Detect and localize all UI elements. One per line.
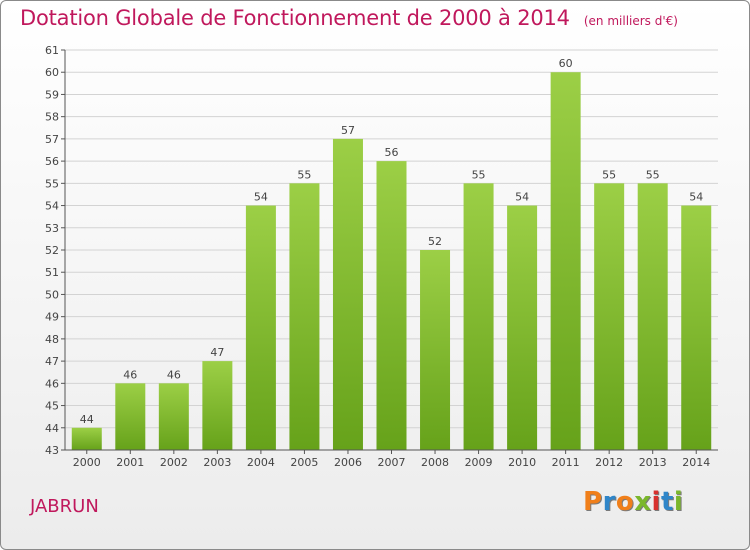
x-tick-label: 2008 [421,456,449,469]
y-tick-label: 49 [45,311,59,324]
x-tick-label: 2006 [334,456,362,469]
logo-letter: t [660,487,674,517]
y-tick-label: 45 [45,400,59,413]
bar [115,383,146,450]
x-tick-label: 2009 [465,456,493,469]
data-label: 55 [297,168,311,181]
chart-header: Dotation Globale de Fonctionnement de 20… [20,6,678,30]
logo-letter: i [651,487,661,517]
y-tick-label: 48 [45,333,59,346]
bar [420,250,451,450]
logo-letter: x [634,487,652,517]
bar [637,183,668,451]
x-tick-label: 2001 [116,456,144,469]
y-tick-label: 56 [45,155,59,168]
bar [289,183,320,451]
logo-letter: i [673,487,684,517]
y-tick-label: 46 [45,377,59,390]
y-tick-label: 61 [45,44,59,57]
data-label: 60 [559,57,573,70]
bar [550,72,581,450]
y-axis-ticks: 43 44 45 46 47 48 49 50 51 52 53 54 55 56 57 58 59 60 61 [45,44,65,457]
y-tick-label: 52 [45,244,59,257]
x-axis-ticks: 2000 2001 2002 2003 2004 2005 2006 2007 2008 2009… [73,450,710,469]
logo-letter: o [615,487,635,517]
bar [507,205,538,450]
bar [594,183,625,451]
chart-title: Dotation Globale de Fonctionnement de 20… [20,6,570,30]
data-label: 54 [689,191,703,204]
data-label: 46 [167,368,181,381]
x-tick-label: 2011 [552,456,580,469]
bar [71,427,102,450]
data-label: 44 [80,413,94,426]
bars [71,72,712,451]
x-tick-label: 2003 [203,456,231,469]
y-tick-label: 51 [45,266,59,279]
data-label: 55 [472,168,486,181]
bar [245,205,276,450]
data-label: 54 [515,191,529,204]
x-tick-label: 2002 [160,456,188,469]
x-tick-label: 2012 [595,456,623,469]
x-tick-label: 2013 [639,456,667,469]
bar [158,383,189,450]
data-label: 47 [210,346,224,359]
bar [376,161,407,450]
bar [681,205,712,450]
data-label: 54 [254,191,268,204]
y-tick-label: 47 [45,355,59,368]
chart-unit: (en milliers d'€) [583,14,678,28]
y-tick-label: 44 [45,422,59,435]
data-labels: 44 46 46 47 54 55 57 56 52 55 54 60 55 55 54 [80,57,703,426]
data-label: 55 [602,168,616,181]
x-tick-label: 2004 [247,456,275,469]
x-tick-label: 2005 [290,456,318,469]
y-tick-label: 55 [45,177,59,190]
y-tick-label: 53 [45,222,59,235]
commune-name: JABRUN [30,496,99,517]
y-tick-label: 59 [45,88,59,101]
bar [202,361,233,450]
bar [332,138,363,450]
data-label: 57 [341,124,355,137]
data-label: 46 [123,368,137,381]
y-tick-label: 60 [45,66,59,79]
y-tick-label: 54 [45,200,59,213]
y-tick-label: 58 [45,111,59,124]
x-tick-label: 2000 [73,456,101,469]
y-tick-label: 50 [45,288,59,301]
x-tick-label: 2010 [508,456,536,469]
logo-letter: r [602,487,616,517]
axes [64,50,718,451]
data-label: 56 [385,146,399,159]
bar [463,183,494,451]
logo-letter: P [583,487,603,517]
data-label: 52 [428,235,442,248]
y-tick-label: 57 [45,133,59,146]
proxiti-logo[interactable]: Proxiti [583,487,683,517]
data-label: 55 [646,168,660,181]
x-tick-label: 2014 [682,456,710,469]
x-tick-label: 2007 [378,456,406,469]
y-tick-label: 43 [45,444,59,457]
